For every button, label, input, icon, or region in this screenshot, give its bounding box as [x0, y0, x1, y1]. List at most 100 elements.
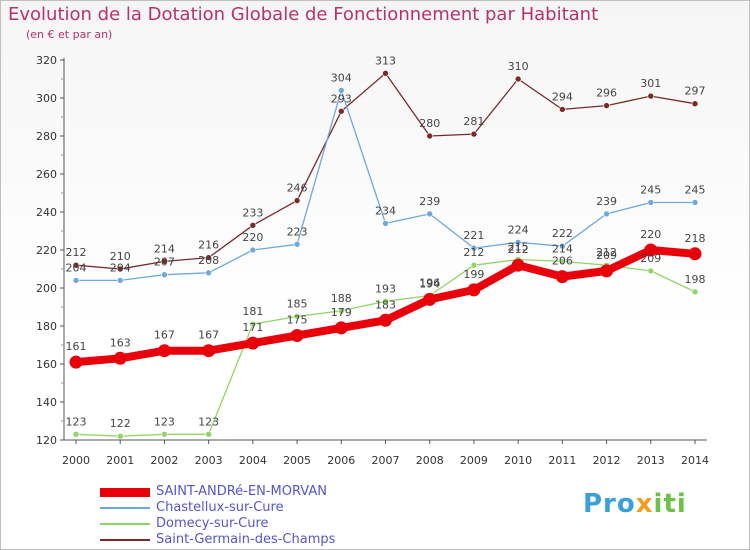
data-point	[293, 241, 301, 248]
y-tick-label: 160	[36, 358, 57, 371]
data-label: 224	[508, 223, 529, 236]
data-label: 123	[154, 415, 175, 428]
data-label: 216	[198, 239, 219, 252]
y-tick-label: 300	[36, 92, 57, 105]
data-point	[72, 261, 80, 269]
legend-label: Domecy-sur-Cure	[156, 516, 269, 531]
data-label: 188	[331, 292, 352, 305]
data-point	[246, 336, 260, 350]
data-point	[202, 344, 216, 358]
data-point	[337, 87, 345, 94]
data-label: 212	[66, 246, 87, 259]
data-point	[426, 132, 434, 140]
x-tick-label: 2007	[372, 454, 400, 467]
data-label: 221	[463, 229, 484, 242]
data-label: 212	[596, 246, 617, 259]
data-label: 218	[685, 232, 706, 245]
y-tick-label: 140	[36, 396, 57, 409]
data-label: 214	[552, 242, 573, 255]
x-tick-label: 2001	[106, 454, 134, 467]
data-label: 193	[375, 282, 396, 295]
legend-swatch	[100, 539, 150, 541]
data-point	[647, 199, 655, 206]
data-label: 207	[154, 256, 175, 269]
data-label: 280	[419, 117, 440, 130]
data-point	[161, 258, 168, 265]
data-point	[382, 297, 389, 305]
data-point	[555, 270, 569, 284]
data-label: 212	[463, 246, 484, 259]
data-label: 245	[640, 184, 661, 197]
data-label: 183	[375, 298, 396, 311]
legend-swatch	[100, 523, 150, 525]
data-label: 220	[640, 228, 661, 241]
data-label: 304	[331, 71, 352, 84]
data-label: 199	[463, 268, 484, 281]
data-label: 208	[198, 254, 219, 267]
data-point	[334, 321, 348, 335]
data-point	[116, 432, 124, 440]
data-label: 161	[66, 340, 87, 353]
y-tick-label: 200	[36, 282, 57, 295]
data-label: 223	[287, 225, 308, 238]
data-label: 167	[198, 329, 219, 342]
series-line	[75, 72, 696, 270]
x-tick-label: 2008	[416, 454, 444, 467]
data-label: 171	[242, 321, 263, 334]
data-label: 215	[508, 241, 529, 254]
x-tick-label: 2004	[239, 454, 267, 467]
data-point	[337, 307, 345, 315]
line-chart: 120 140 160 180 200 220 240 260 280 300 320 2000 200…	[36, 54, 709, 467]
data-point	[72, 430, 80, 438]
data-point	[470, 261, 478, 269]
data-point	[514, 75, 522, 83]
data-point	[691, 199, 699, 206]
data-label: 123	[66, 415, 87, 428]
data-point	[647, 92, 655, 100]
data-point	[113, 351, 127, 365]
x-tick-label: 2000	[62, 454, 90, 467]
data-label: 194	[419, 277, 440, 290]
data-label: 212	[508, 243, 529, 256]
x-tick-label: 2010	[504, 454, 532, 467]
legend-label: SAINT-ANDRé-EN-MORVAN	[156, 484, 327, 499]
data-point	[161, 271, 168, 279]
x-tick-label: 2012	[593, 454, 621, 467]
data-label: 234	[375, 204, 396, 217]
data-point	[157, 344, 171, 358]
data-point	[470, 130, 478, 138]
data-label: 122	[110, 417, 131, 430]
data-label: 179	[331, 306, 352, 319]
data-point	[249, 246, 257, 254]
data-point	[691, 288, 699, 296]
legend-swatch	[100, 507, 150, 509]
data-point	[205, 430, 212, 438]
data-point	[691, 100, 699, 107]
data-point	[644, 243, 658, 257]
legend-swatch	[100, 488, 150, 497]
data-point	[293, 313, 301, 320]
data-point	[559, 258, 566, 265]
data-label: 296	[596, 87, 617, 100]
data-label: 293	[331, 92, 352, 105]
y-tick-label: 280	[36, 130, 57, 143]
y-tick-label: 180	[36, 320, 57, 333]
data-point	[337, 108, 345, 115]
chart-title: Evolution de la Dotation Globale de Fonc…	[8, 4, 599, 25]
data-label: 220	[242, 231, 263, 244]
data-label: 175	[287, 314, 308, 327]
data-label: 281	[463, 115, 484, 128]
data-label: 209	[640, 252, 661, 265]
data-label: 233	[242, 206, 263, 219]
x-tick-label: 2005	[283, 454, 311, 467]
legend-label: Chastellux-sur-Cure	[156, 500, 284, 515]
data-point	[511, 258, 525, 272]
data-label: 246	[287, 182, 308, 195]
data-point	[559, 242, 566, 250]
x-tick-label: 2013	[637, 454, 665, 467]
data-point	[116, 265, 124, 273]
data-label: 301	[640, 77, 661, 90]
data-point	[426, 210, 434, 218]
data-point	[423, 292, 437, 306]
